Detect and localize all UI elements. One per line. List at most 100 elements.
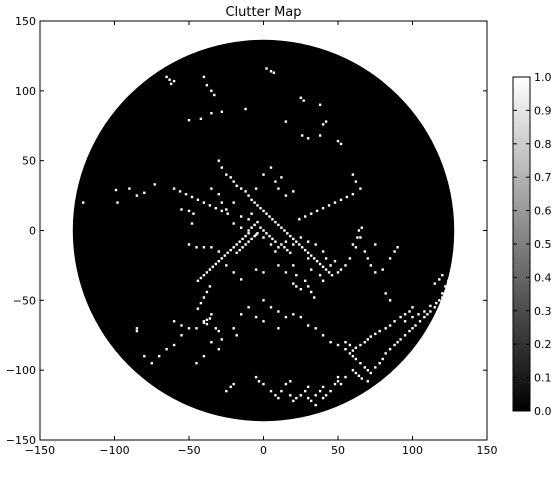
clutter-cell [284,240,288,243]
clutter-cell [195,362,198,365]
clutter-cell [135,327,139,330]
clutter-cell [192,212,195,215]
clutter-cell [269,166,273,169]
clutter-cell [217,250,220,253]
clutter-cell [295,274,298,277]
colorbar-tick-label: 0.9 [534,104,552,117]
clutter-cell [226,251,229,254]
clutter-cell [283,229,286,232]
clutter-cell [114,188,118,192]
clutter-cell [220,201,223,204]
clutter-cell [417,313,420,316]
clutter-cell [208,268,212,271]
clutter-cell [256,220,259,224]
clutter-cell [286,248,289,252]
clutter-cell [359,343,362,347]
x-tick-label: −150 [25,444,55,457]
clutter-cell [274,220,277,224]
clutter-cell [408,329,411,333]
clutter-cell [366,257,369,260]
clutter-cell [307,137,310,140]
clutter-cell [329,264,332,267]
clutter-cell [348,352,352,355]
clutter-cell [438,299,441,302]
clutter-cell [259,226,262,229]
clutter-cell [277,246,280,249]
clutter-cell [388,299,392,302]
clutter-cell [244,107,247,111]
clutter-cell [210,313,213,316]
clutter-cell [299,96,302,99]
chart-title: Clutter Map [225,5,301,20]
clutter-cell [208,285,212,288]
clutter-cell [360,377,363,380]
clutter-cell [310,254,313,257]
clutter-cell [304,248,307,252]
clutter-cell [210,187,213,190]
clutter-cell [283,246,286,249]
clutter-cell [178,190,182,193]
clutter-cell [199,276,203,280]
clutter-cell [292,399,295,403]
clutter-cell [450,285,453,288]
clutter-cell [265,67,268,70]
clutter-cell [265,212,268,215]
clutter-cell [292,282,295,285]
clutter-cell [190,222,194,225]
clutter-cell [363,366,366,369]
clutter-cell [269,389,273,393]
clutter-cell [333,382,337,386]
clutter-cell [280,389,283,393]
colorbar-tick-label: 1.0 [534,71,552,84]
clutter-cell [351,355,355,358]
clutter-cell [165,75,168,79]
clutter-cell [336,271,340,274]
clutter-cell [307,324,310,327]
clutter-cell [280,226,283,229]
clutter-cell [351,369,355,372]
clutter-cell [327,271,331,274]
clutter-cell [423,310,426,313]
clutter-cell [292,264,295,267]
clutter-cell [318,262,322,266]
clutter-cell [220,166,223,169]
clutter-cell [307,396,310,400]
clutter-cell [244,190,247,193]
clutter-cell [135,194,139,197]
clutter-cell [354,357,358,361]
clutter-cell [292,243,295,246]
colorbar-tick-label: 0.2 [534,338,552,351]
clutter-cell [205,322,209,326]
clutter-cell [217,193,220,196]
clutter-cell [314,394,317,397]
clutter-cell [199,117,203,120]
clutter-cell [253,223,256,227]
clutter-cell [277,264,280,267]
clutter-cell [307,251,310,254]
clutter-cell [393,343,396,347]
clutter-cell [271,237,274,241]
clutter-cell [202,201,206,204]
clutter-cell [321,265,325,268]
clutter-cell [168,78,171,81]
clutter-cell [210,246,213,249]
clutter-cell [381,357,384,361]
clutter-cell [384,327,387,330]
clutter-cell [180,334,183,337]
clutter-cell [225,173,228,176]
clutter-cell [314,243,317,246]
y-tick-label: −100 [6,364,36,377]
clutter-cell [226,212,229,215]
clutter-cell [302,99,305,102]
clutter-cell [232,201,235,204]
clutter-cell [318,103,322,106]
clutter-cell [217,329,220,333]
colorbar-tick-label: 0.6 [534,205,552,218]
clutter-cell [213,93,216,97]
clutter-cell [299,288,302,291]
y-tick-label: 150 [15,15,36,28]
clutter-cell [411,315,414,319]
clutter-cell [225,208,228,211]
clutter-cell [388,257,392,260]
clutter-cell [429,304,432,308]
